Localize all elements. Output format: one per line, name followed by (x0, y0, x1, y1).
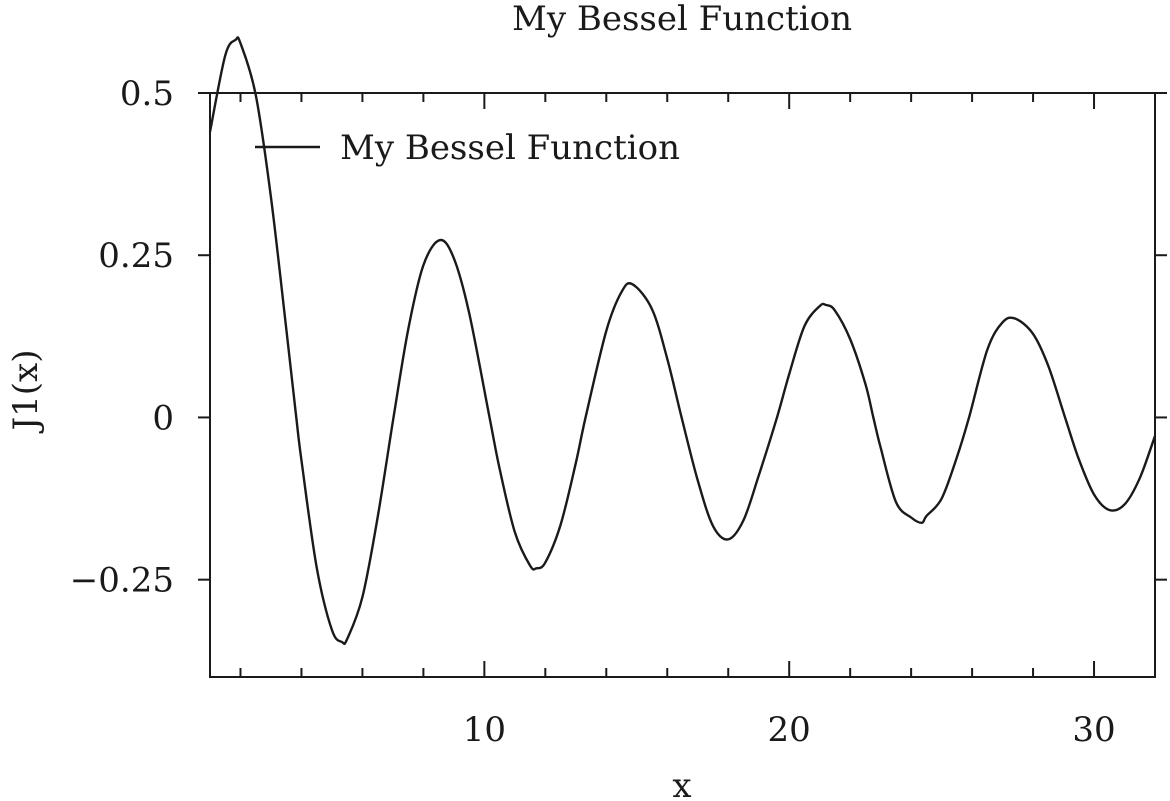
x-axis-ticks (239, 93, 1156, 677)
series-line-my-bessel-function (208, 36, 1157, 646)
y-axis-tick-labels: −0.25 0 0.25 0.5 (70, 74, 174, 601)
x-tick-label: 30 (1072, 710, 1115, 750)
x-axis-tick-labels: 10 20 30 (463, 710, 1116, 750)
y-tick-label: 0.5 (120, 74, 174, 114)
chart-title: My Bessel Function (512, 0, 852, 39)
x-tick-label: 10 (463, 710, 506, 750)
y-tick-label: 0 (152, 398, 174, 438)
y-tick-label: 0.25 (98, 236, 174, 276)
y-axis-ticks (198, 92, 1167, 581)
legend-label: My Bessel Function (340, 128, 680, 168)
y-tick-label: −0.25 (70, 561, 174, 601)
x-axis-label: x (672, 766, 691, 801)
legend: My Bessel Function (255, 128, 680, 168)
y-axis-label: J1(x) (6, 350, 46, 434)
x-tick-label: 20 (768, 710, 811, 750)
plot-frame (209, 92, 1156, 678)
